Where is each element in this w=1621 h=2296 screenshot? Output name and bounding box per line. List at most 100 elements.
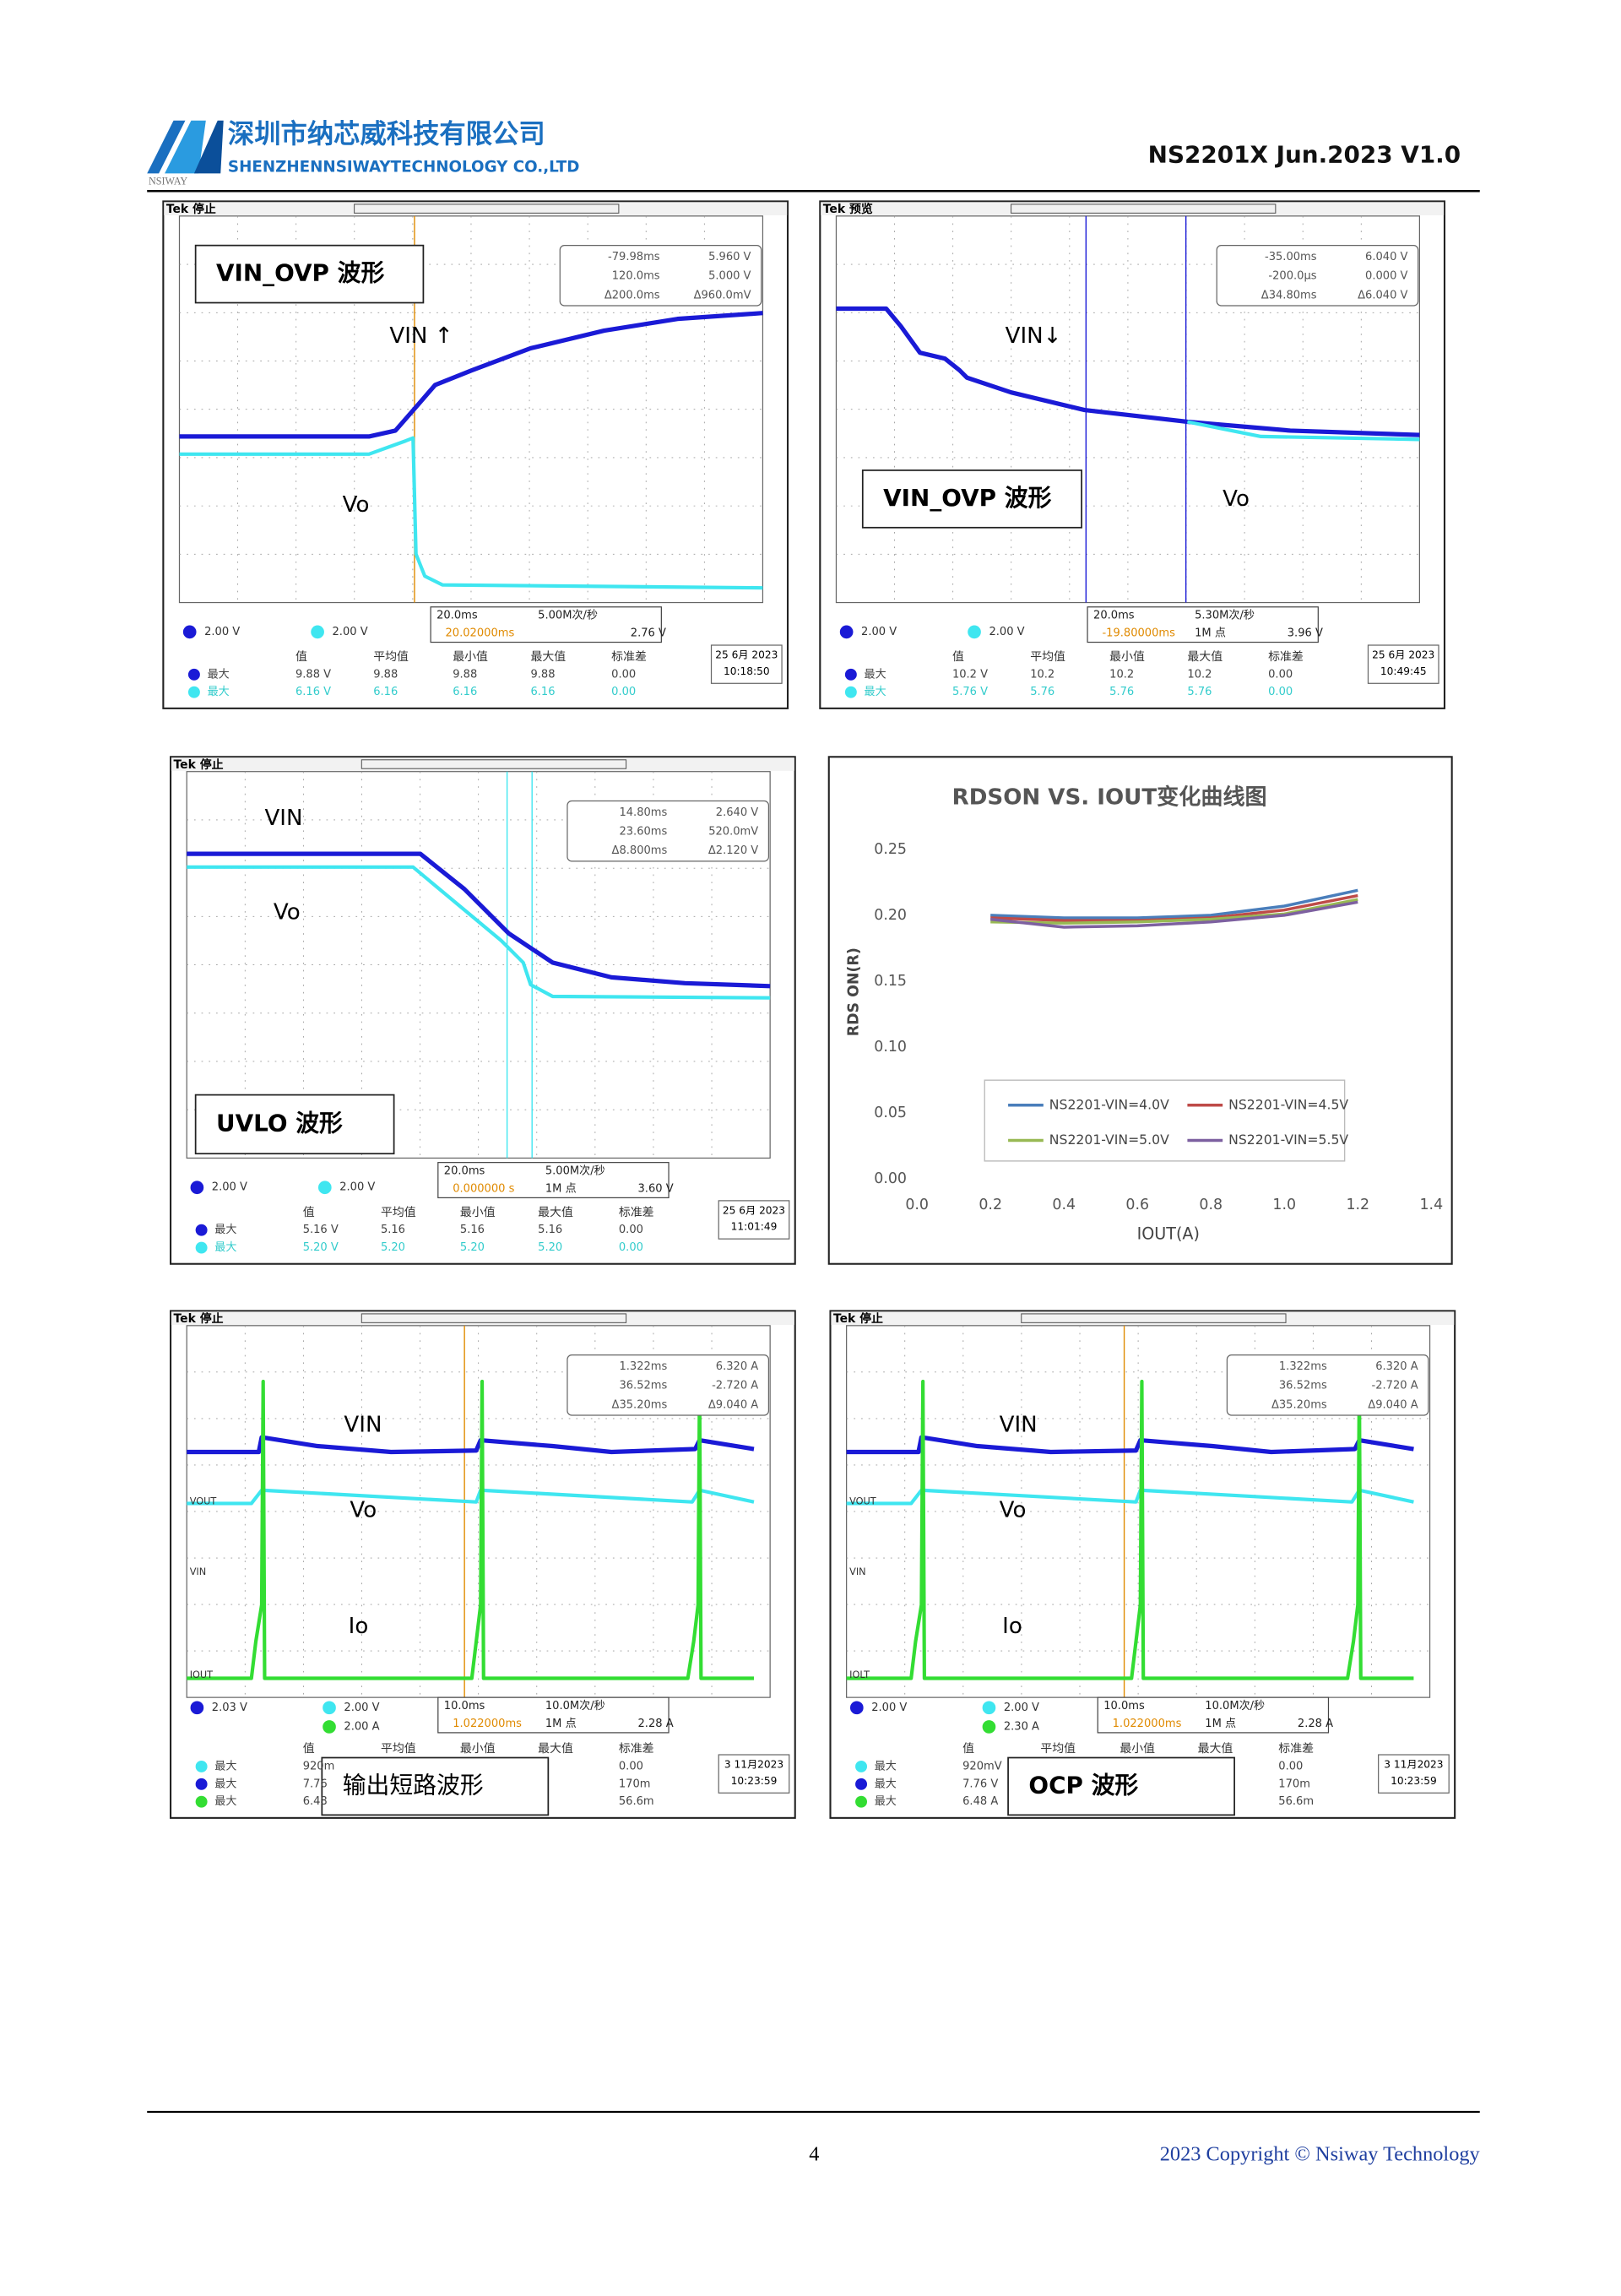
channel-badge <box>855 1795 868 1808</box>
cursor-readout: Δ200.0ms <box>604 289 660 301</box>
channel-badge <box>190 1181 204 1195</box>
measure-header: 最小值 <box>1109 650 1145 664</box>
legend-box <box>984 1079 1346 1162</box>
channel-badge <box>982 1701 996 1715</box>
scope-panel: Tek 停止 UVLO 波形 VIN Vo 14.80ms 2.640 V 23.60ms 5… <box>170 756 796 1265</box>
top-bar-slot <box>361 759 627 769</box>
channel-scale: 2.00 V <box>204 626 240 638</box>
top-bar-slot <box>361 1313 627 1323</box>
measure-header: 平均值 <box>373 650 409 664</box>
channel-side-label: VOUT <box>190 1496 217 1507</box>
channel-badge <box>968 625 981 639</box>
measure-cell: 7.76 V <box>962 1778 998 1790</box>
series-line <box>990 898 1358 925</box>
scope-panel: Tek 停止 VOUT VIN IOUT 输出短路波形 VIN Vo Io 1.322ms 6.3… <box>170 1310 796 1819</box>
timebase-rate: 5.30M次/秒 <box>1195 609 1255 622</box>
top-bar <box>171 757 794 771</box>
top-bar-slot <box>354 204 620 214</box>
cursor-readout: 520.0mV <box>708 826 758 839</box>
channel-scale: 2.03 V <box>212 1702 247 1714</box>
company-name: 深圳市纳芯威科技有限公司 <box>228 118 545 149</box>
timebase-time: 10.0ms <box>444 1700 485 1713</box>
measure-cell: 5.76 <box>1030 686 1054 698</box>
timebase-level: 2.76 V <box>631 627 666 640</box>
cursor-readout: 6.320 A <box>1375 1360 1418 1373</box>
timebase-level: 2.28 A <box>1298 1718 1333 1730</box>
channel-badge <box>323 1720 336 1734</box>
cursor-readout: 0.000 V <box>1365 270 1407 283</box>
copyright: 2023 Copyright © Nsiway Technology <box>1160 2143 1481 2166</box>
timebase-trigger: 1.022000ms <box>453 1718 522 1730</box>
channel-scale: 2.00 V <box>344 1702 379 1714</box>
x-axis-label: IOUT(A) <box>1137 1224 1200 1243</box>
measure-header: 标准差 <box>619 1206 654 1219</box>
x-tick-label: 0.4 <box>1052 1197 1076 1213</box>
cursor-readout: 5.000 V <box>708 270 751 283</box>
channel-scale: 2.00 V <box>861 626 897 638</box>
cursor-readout: Δ8.800ms <box>612 844 668 857</box>
signal-label: VIN <box>344 1413 382 1438</box>
measure-header: 平均值 <box>381 1742 416 1756</box>
measure-cell: 0.00 <box>619 1224 643 1236</box>
measure-cell: 0.00 <box>1278 1760 1303 1772</box>
measure-cell: 5.16 <box>538 1224 562 1236</box>
measure-cell: 10.2 <box>1187 668 1212 681</box>
channel-side-label: IOLT <box>849 1669 870 1680</box>
channel-side-label: IOUT <box>190 1669 213 1680</box>
measure-cell: 7.76 <box>303 1778 328 1790</box>
waveform <box>179 436 763 590</box>
measure-cell: 最大 <box>214 1224 236 1236</box>
waveform-title: VIN_OVP 波形 <box>883 484 1051 512</box>
waveform <box>836 306 1420 437</box>
channel-badge <box>317 1181 332 1195</box>
measure-cell: 0.00 <box>1268 668 1293 681</box>
legend-label: NS2201-VIN=5.0V <box>1049 1132 1169 1148</box>
cursor-readout: 36.52ms <box>1279 1380 1327 1392</box>
top-bar-slot <box>1021 1313 1287 1323</box>
logo-mark <box>193 120 224 174</box>
measure-cell: 10.2 V <box>952 668 988 681</box>
signal-label: Io <box>1002 1614 1022 1639</box>
legend-label: NS2201-VIN=4.5V <box>1228 1096 1348 1112</box>
waveform <box>187 851 771 989</box>
cursor-readout: 2.640 V <box>716 806 758 819</box>
channel-scale: 2.00 V <box>212 1181 247 1194</box>
timebase-time: 20.0ms <box>444 1165 485 1178</box>
measure-cell: 5.76 <box>1109 686 1134 698</box>
cursor-readout: Δ2.120 V <box>708 844 758 857</box>
measure-cell: 最大 <box>208 686 230 698</box>
measure-cell: 6.16 <box>453 686 477 698</box>
signal-label: Vo <box>1000 1498 1027 1523</box>
measure-cell: 920m <box>303 1760 335 1772</box>
measure-header: 最小值 <box>460 1206 496 1219</box>
measure-cell: 6.16 V <box>295 686 331 698</box>
cursor-readout: -79.98ms <box>608 251 660 263</box>
measure-header: 平均值 <box>1030 650 1065 664</box>
timebase-box <box>1097 1696 1330 1734</box>
measure-cell: 9.88 <box>453 668 477 681</box>
timebase-trigger: -19.80000ms <box>1102 627 1175 640</box>
measure-cell: 920mV <box>962 1760 1002 1772</box>
cursor-box <box>559 245 762 307</box>
timebase-points: 1M 点 <box>545 1182 577 1195</box>
chart-frame <box>827 756 1453 1265</box>
timebase-points: 1M 点 <box>545 1718 577 1730</box>
x-tick-label: 1.4 <box>1419 1197 1443 1213</box>
measure-header: 值 <box>962 1742 974 1756</box>
x-tick-label: 0.8 <box>1199 1197 1223 1213</box>
measure-header: 平均值 <box>1040 1742 1076 1756</box>
waveform <box>179 311 763 439</box>
signal-label: Vo <box>1223 486 1250 512</box>
waveform <box>187 865 771 1000</box>
logo: NSIWAY <box>147 120 224 187</box>
timebase-box <box>437 1696 670 1734</box>
measure-cell: 6.16 <box>530 686 555 698</box>
date-text: 25 6月 2023 <box>715 649 778 661</box>
measure-cell: 5.20 <box>460 1241 485 1254</box>
y-tick-label: 0.20 <box>874 907 907 924</box>
scope-status: Tek 预览 <box>823 202 873 216</box>
signal-label: VIN <box>264 806 302 831</box>
signal-label: Vo <box>274 899 301 925</box>
